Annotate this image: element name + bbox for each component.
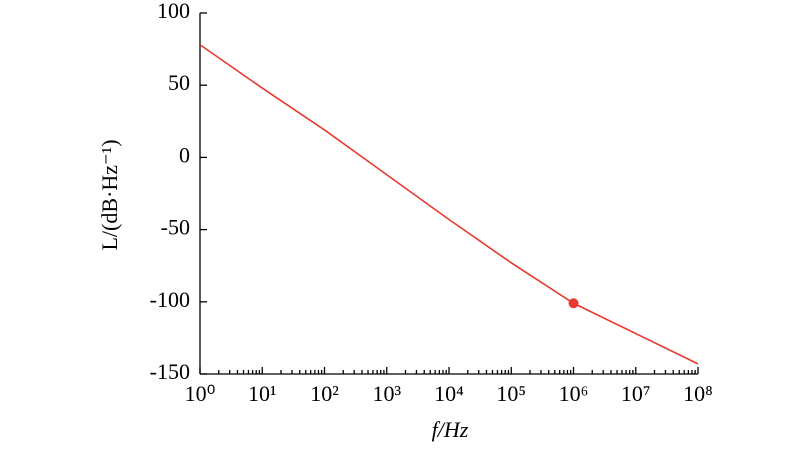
- marker: [568, 298, 579, 309]
- y-tick-label: 0: [179, 142, 190, 167]
- x-tick-label: 10⁸: [683, 381, 713, 406]
- x-tick-label: 10⁷: [621, 381, 651, 406]
- x-tick-label: 10⁶: [559, 381, 589, 406]
- x-tick-label: 10⁰: [185, 381, 216, 406]
- x-tick-label: 10⁵: [496, 381, 526, 406]
- x-axis-label: f/Hz: [432, 417, 469, 442]
- y-tick-label: -50: [161, 215, 190, 240]
- y-tick-label: -100: [150, 287, 190, 312]
- y-tick-label: -150: [150, 359, 190, 384]
- line: [199, 44, 699, 365]
- y-tick-label: 50: [168, 70, 190, 95]
- y-axis-label: L/(dB·Hz⁻¹): [97, 139, 122, 250]
- x-tick-label: 10²: [310, 381, 339, 406]
- x-tick-label: 10⁴: [434, 381, 464, 406]
- x-tick-label: 10¹: [248, 381, 277, 406]
- y-tick-label: 100: [157, 0, 190, 23]
- x-tick-label: 10³: [372, 381, 401, 406]
